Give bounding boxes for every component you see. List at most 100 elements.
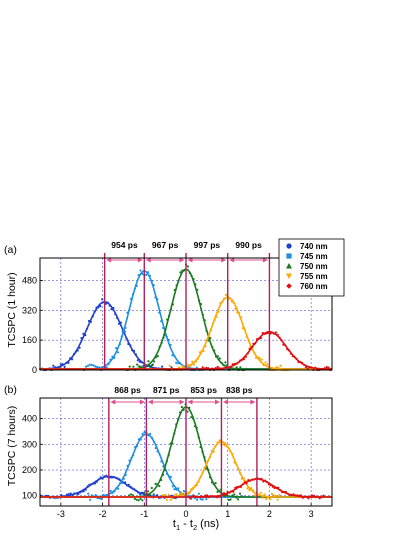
point-b-750 <box>128 494 131 497</box>
point-b-750 <box>190 416 193 419</box>
legend-marker-740 <box>286 243 292 249</box>
point-b-740 <box>69 492 72 495</box>
point-a-755 <box>264 361 267 364</box>
point-b-755 <box>278 494 281 497</box>
point-a-750 <box>128 365 131 368</box>
point-b-745 <box>182 489 185 493</box>
panel-b-ylabel: TCSPC (7 hours) <box>6 406 18 487</box>
point-b-755 <box>178 492 182 495</box>
point-b-750 <box>131 494 135 497</box>
interval-label-b-3: 838 ps <box>226 385 253 395</box>
point-b-745 <box>94 494 97 497</box>
interval-arrowhead-left-a-2 <box>187 257 193 263</box>
point-b-745 <box>171 485 174 488</box>
point-a-740 <box>161 365 164 368</box>
y-tick-label-b-3: 400 <box>22 414 37 424</box>
panel-b-intervals: 868 ps 871 ps 853 ps 838 ps <box>110 385 256 405</box>
legend-label-750: 750 nm <box>300 262 328 271</box>
point-a-750 <box>151 364 154 367</box>
interval-arrowhead-right-a-2 <box>221 257 227 263</box>
legend-label-760: 760 nm <box>300 282 328 291</box>
point-a-750 <box>179 271 182 274</box>
legend-item-760: 760 nm <box>286 282 328 291</box>
x-tick-label-5: 2 <box>267 509 272 519</box>
point-b-755 <box>263 493 266 496</box>
x-tick-label-1: -2 <box>99 509 107 519</box>
point-a-745 <box>94 365 97 368</box>
x-label-minus-t: - t <box>180 518 193 530</box>
point-a-750 <box>132 365 135 368</box>
interval-arrowhead-left-b-3 <box>222 399 228 405</box>
point-a-755 <box>181 365 184 368</box>
point-a-745 <box>88 363 91 366</box>
x-tick-label-3: 0 <box>183 509 188 519</box>
point-b-755 <box>265 497 268 501</box>
point-a-750 <box>239 366 242 369</box>
point-b-750 <box>130 493 133 496</box>
panel-a-y-ticks: 0 160 320 480 <box>22 275 37 375</box>
point-a-755 <box>191 360 194 363</box>
point-b-750 <box>180 405 183 409</box>
point-a-755 <box>275 366 278 369</box>
point-b-755 <box>246 487 249 490</box>
point-a-740 <box>101 298 104 301</box>
point-b-755 <box>165 498 168 501</box>
point-a-750 <box>136 363 139 366</box>
point-a-750 <box>153 360 156 363</box>
point-b-755 <box>175 493 178 496</box>
point-a-760 <box>216 365 219 368</box>
interval-arrowhead-left-a-3 <box>229 257 235 263</box>
point-a-760 <box>201 366 204 369</box>
point-a-745 <box>116 351 120 354</box>
interval-arrowhead-left-b-0 <box>110 399 116 405</box>
x-tick-label-4: 1 <box>225 509 230 519</box>
point-b-750 <box>237 498 240 501</box>
point-a-745 <box>175 361 178 364</box>
point-b-755 <box>272 494 275 497</box>
point-b-760 <box>189 497 192 500</box>
point-b-745 <box>141 432 144 435</box>
point-b-755 <box>270 492 273 495</box>
point-b-750 <box>158 484 161 488</box>
interval-arrowhead-right-b-2 <box>214 399 220 405</box>
point-b-755 <box>253 494 257 497</box>
point-a-760 <box>327 366 330 369</box>
point-a-745 <box>86 364 90 367</box>
interval-label-b-1: 871 ps <box>153 385 180 395</box>
point-b-760 <box>311 494 314 497</box>
panel-b: (b) TCSPC (7 hours) 868 ps 871 ps 853 ps… <box>4 384 333 532</box>
point-a-755 <box>168 364 171 367</box>
y-tick-label-a-3: 480 <box>22 275 37 285</box>
point-b-750 <box>146 490 150 493</box>
x-tick-label-2: -1 <box>140 509 148 519</box>
interval-label-a-3: 990 ps <box>235 240 262 250</box>
point-a-750 <box>138 365 141 368</box>
point-a-760 <box>325 366 328 369</box>
point-b-755 <box>261 496 264 499</box>
y-tick-label-b-0: 100 <box>22 491 37 501</box>
panel-a-ylabel: TCSPC (1 hour) <box>6 272 18 347</box>
point-b-755 <box>163 493 166 497</box>
point-b-745 <box>173 488 176 491</box>
point-a-745 <box>85 365 88 368</box>
point-b-750 <box>150 486 153 490</box>
point-a-745 <box>105 366 108 369</box>
interval-arrowhead-left-b-1 <box>147 399 153 405</box>
point-b-745 <box>169 475 172 478</box>
y-tick-label-a-1: 160 <box>22 335 37 345</box>
point-b-755 <box>269 498 272 501</box>
point-a-745 <box>90 363 93 367</box>
point-b-750 <box>135 498 138 501</box>
point-a-750 <box>156 355 159 358</box>
interval-arrowhead-right-b-0 <box>139 399 145 405</box>
point-b-750 <box>154 482 157 485</box>
panel-a-intervals: 954 ps 967 ps 997 ps 990 ps <box>106 240 268 263</box>
interval-label-a-1: 967 ps <box>152 240 179 250</box>
legend-item-740: 740 nm <box>286 242 328 251</box>
x-tick-label-0: -3 <box>57 509 65 519</box>
point-a-750 <box>149 365 152 368</box>
legend-label-745: 745 nm <box>300 252 328 261</box>
legend-item-755: 755 nm <box>286 272 328 281</box>
point-b-745 <box>90 494 93 497</box>
